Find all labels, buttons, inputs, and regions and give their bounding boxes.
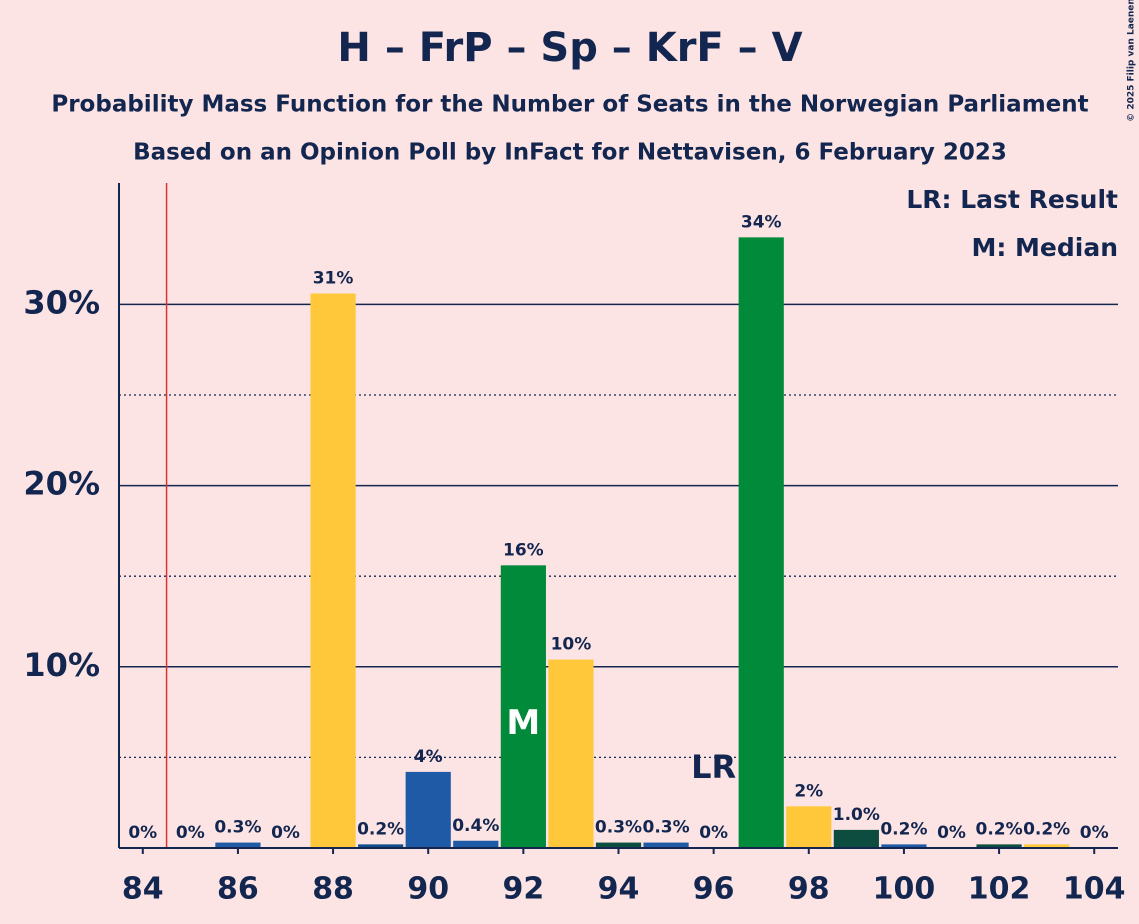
- chart-subtitle: Based on an Opinion Poll by InFact for N…: [133, 140, 1007, 166]
- value-label: 0%: [937, 823, 966, 843]
- value-label: 0%: [699, 823, 728, 843]
- bar: [215, 842, 261, 848]
- value-label: 0%: [128, 823, 157, 843]
- value-label: 1.0%: [833, 805, 880, 825]
- x-tick-label: 88: [312, 872, 354, 907]
- x-tick-label: 86: [217, 872, 259, 907]
- value-label: 0.4%: [452, 816, 499, 836]
- chart-title: H – FrP – Sp – KrF – V: [337, 25, 802, 71]
- bar: [738, 237, 784, 848]
- value-label: 0.2%: [357, 819, 404, 839]
- bar: [453, 840, 499, 848]
- bar: [786, 806, 832, 848]
- value-label: 0.2%: [975, 819, 1022, 839]
- bar: [976, 844, 1022, 848]
- x-tick-label: 98: [788, 872, 830, 907]
- x-tick-label: 94: [598, 872, 640, 907]
- last-result-marker: LR: [691, 748, 736, 786]
- bar: [405, 771, 451, 848]
- copyright: © 2025 Filip van Laenen: [1127, 0, 1137, 122]
- y-tick-label: 20%: [23, 465, 100, 503]
- bar: [881, 844, 927, 848]
- chart-subtitle: Probability Mass Function for the Number…: [51, 92, 1088, 118]
- bar: [358, 844, 404, 848]
- x-tick-label: 100: [873, 872, 936, 907]
- bar: [310, 293, 356, 848]
- legend-entry: LR: Last Result: [906, 185, 1118, 214]
- value-label: 31%: [313, 269, 354, 289]
- y-tick-label: 30%: [23, 283, 100, 321]
- value-label: 34%: [741, 212, 782, 232]
- y-tick-label: 10%: [23, 646, 100, 684]
- bar: [500, 565, 546, 848]
- value-label: 0.2%: [1023, 819, 1070, 839]
- x-tick-label: 84: [122, 872, 164, 907]
- x-tick-label: 92: [502, 872, 544, 907]
- x-tick-label: 104: [1063, 872, 1126, 907]
- x-tick-label: 102: [968, 872, 1031, 907]
- value-label: 0.3%: [595, 818, 642, 838]
- value-label: 0%: [271, 823, 300, 843]
- x-tick-label: 96: [693, 872, 735, 907]
- median-marker: M: [506, 703, 540, 743]
- value-label: 4%: [414, 747, 443, 767]
- value-label: 0%: [176, 823, 205, 843]
- value-label: 0%: [1080, 823, 1109, 843]
- bar: [833, 829, 879, 848]
- bar: [1024, 844, 1070, 848]
- value-label: 0.3%: [642, 818, 689, 838]
- value-label: 2%: [794, 781, 823, 801]
- legend-entry: M: Median: [971, 233, 1118, 262]
- bar: [548, 659, 594, 848]
- value-label: 0.2%: [880, 819, 927, 839]
- value-label: 10%: [551, 635, 592, 655]
- x-tick-label: 90: [407, 872, 449, 907]
- value-label: 0.3%: [214, 818, 261, 838]
- bar: [595, 842, 642, 848]
- value-label: 16%: [503, 540, 544, 560]
- bar: [643, 842, 689, 848]
